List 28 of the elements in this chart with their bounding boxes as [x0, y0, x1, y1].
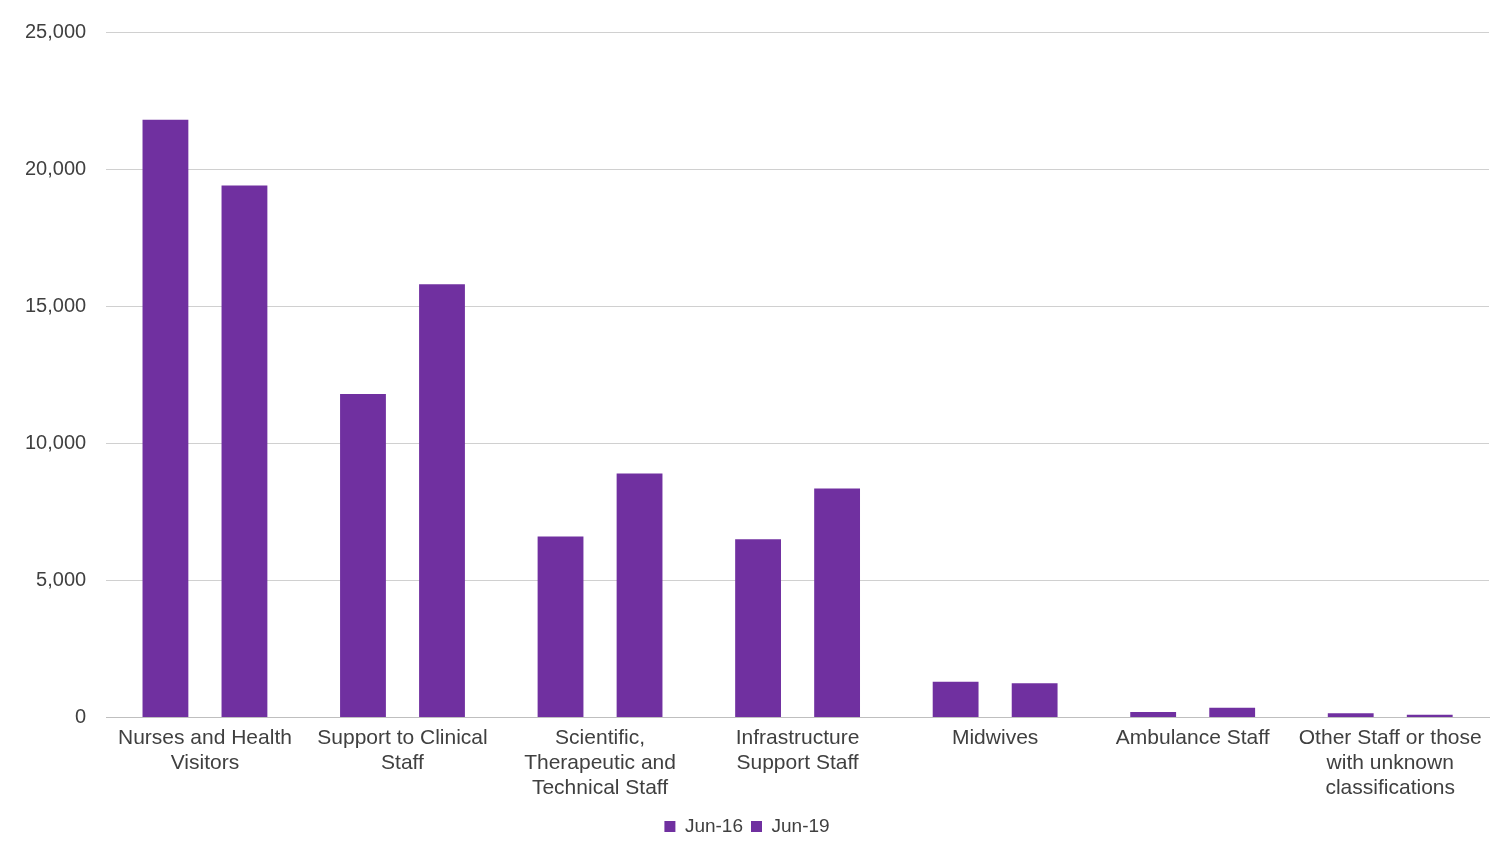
x-tick-label: Other Staff or those with unknown classifications [1298, 724, 1482, 799]
y-tick-label: 5,000 [36, 567, 87, 590]
y-tick-label: 20,000 [25, 156, 87, 179]
bar [1209, 707, 1256, 717]
bar [1011, 683, 1058, 717]
x-tick-label: Infrastructure Support Staff [735, 724, 860, 773]
x-tick-label: Support to Clinical Staff [317, 724, 488, 773]
bar [735, 539, 781, 717]
x-tick-label: Midwives [951, 724, 1039, 748]
bar [1130, 711, 1177, 717]
bar [1327, 713, 1374, 717]
y-tick-label: 15,000 [25, 293, 87, 316]
y-tick-label: 0 [75, 704, 87, 727]
bar [142, 119, 189, 717]
bar [932, 681, 979, 717]
bar [537, 536, 584, 717]
legend-label: Jun-16 [684, 814, 744, 836]
y-tick-label: 25,000 [25, 19, 87, 42]
bar [419, 284, 465, 717]
x-tick-label: Nurses and Health Visitors [117, 724, 292, 773]
bar [221, 185, 268, 717]
bar [340, 393, 386, 717]
legend-label: Jun-19 [771, 814, 830, 836]
bar [814, 488, 861, 717]
x-tick-label: Scientific, Therapeutic and Technical Staff [524, 724, 676, 799]
x-tick-label: Ambulance Staff [1115, 724, 1270, 748]
bar [616, 473, 663, 717]
y-tick-label: 10,000 [25, 430, 87, 453]
